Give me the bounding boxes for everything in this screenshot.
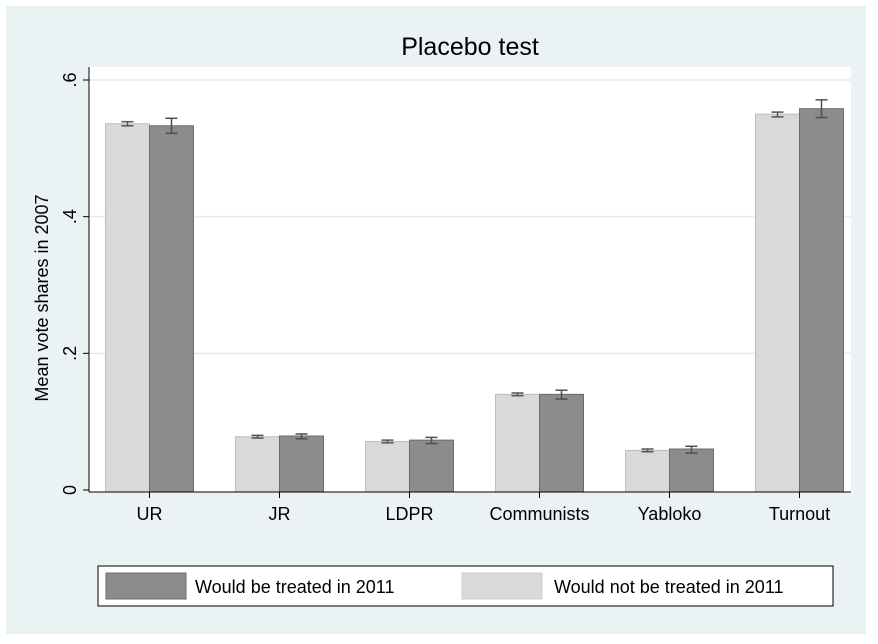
- legend-label: Would be treated in 2011: [195, 577, 394, 597]
- y-ticks: 0 .2 .4 .6: [60, 72, 89, 495]
- bar: [279, 435, 324, 493]
- x-tick-label: Communists: [489, 504, 589, 524]
- bar: [495, 393, 540, 493]
- x-tick-label: Yabloko: [638, 504, 702, 524]
- x-tick-label: UR: [137, 504, 163, 524]
- bar: [105, 123, 150, 493]
- x-tick-label: JR: [269, 504, 291, 524]
- y-axis-label: Mean vote shares in 2007: [32, 194, 52, 401]
- bars: [105, 108, 844, 493]
- x-tick-label: Turnout: [769, 504, 830, 524]
- bar: [755, 113, 800, 493]
- bar: [365, 440, 410, 493]
- x-ticks: UR JR LDPR Communists Yabloko Turnout: [137, 492, 830, 524]
- plot-area: [89, 67, 851, 492]
- bar: [669, 448, 714, 493]
- bar: [539, 393, 584, 493]
- y-tick-label: .2: [60, 346, 80, 361]
- chart-frame: Placebo test 0 .2 .4 .6 UR JR LDPR Communists Y…: [6, 6, 866, 634]
- y-tick-label: .6: [60, 72, 80, 87]
- bar: [409, 439, 454, 493]
- y-tick-label: 0: [60, 485, 80, 495]
- error-bars: [121, 99, 828, 454]
- bar: [625, 449, 670, 493]
- bar: [149, 125, 194, 493]
- y-tick-label: .4: [60, 209, 80, 224]
- legend-label: Would not be treated in 2011: [554, 577, 784, 597]
- legend: Would be treated in 2011 Would not be tre…: [97, 565, 834, 607]
- legend-swatch: [461, 572, 543, 600]
- gridlines: [89, 79, 851, 355]
- bar: [235, 436, 280, 493]
- bar: [799, 108, 844, 493]
- chart-svg: Placebo test 0 .2 .4 .6 UR JR LDPR Communists Y…: [32, 33, 851, 607]
- x-tick-label: LDPR: [385, 504, 433, 524]
- chart-title: Placebo test: [401, 33, 539, 61]
- legend-swatch: [105, 572, 187, 600]
